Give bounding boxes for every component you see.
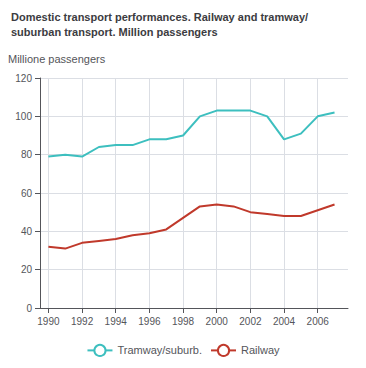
- svg-text:suburban transport. Million pa: suburban transport. Million passengers: [11, 26, 218, 38]
- svg-text:40: 40: [21, 226, 33, 237]
- svg-text:20: 20: [21, 264, 33, 275]
- svg-text:Railway: Railway: [241, 344, 280, 356]
- svg-text:Millione passengers: Millione passengers: [8, 53, 106, 65]
- svg-text:1994: 1994: [105, 316, 128, 327]
- svg-text:0: 0: [26, 303, 32, 314]
- svg-text:120: 120: [15, 73, 32, 84]
- svg-text:2004: 2004: [273, 316, 296, 327]
- svg-text:Domestic transport performance: Domestic transport performances. Railway…: [11, 11, 308, 23]
- svg-text:100: 100: [15, 111, 32, 122]
- svg-text:1996: 1996: [138, 316, 161, 327]
- svg-text:1998: 1998: [172, 316, 195, 327]
- svg-text:1990: 1990: [37, 316, 60, 327]
- svg-text:80: 80: [21, 149, 33, 160]
- svg-text:60: 60: [21, 188, 33, 199]
- svg-text:1992: 1992: [71, 316, 94, 327]
- svg-text:2006: 2006: [307, 316, 330, 327]
- svg-text:2000: 2000: [206, 316, 229, 327]
- svg-text:2002: 2002: [239, 316, 262, 327]
- svg-text:Tramway/suburb.: Tramway/suburb.: [117, 344, 202, 356]
